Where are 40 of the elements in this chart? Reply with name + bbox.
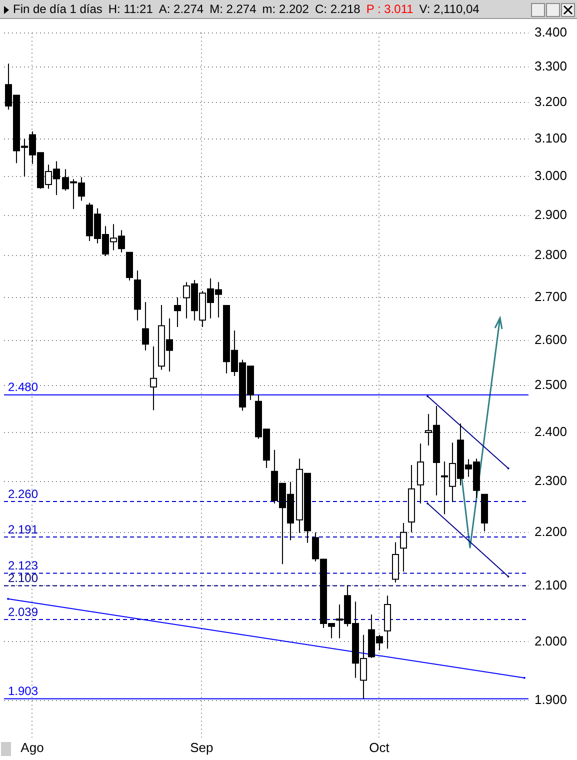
candlestick xyxy=(312,532,319,562)
ref-line-label: 2.100 xyxy=(8,571,38,586)
y-tick-label: 3.300 xyxy=(534,58,568,74)
ref-line-label: 2.123 xyxy=(8,558,38,573)
y-tick-label: 2.300 xyxy=(534,472,568,488)
y-tick-label: 3.000 xyxy=(534,168,568,184)
y-tick-label: 3.200 xyxy=(534,94,568,109)
y-tick-label: 2.200 xyxy=(534,524,568,539)
text: P : 3.011 xyxy=(366,2,414,16)
ref-line-label: 1.903 xyxy=(8,684,38,698)
text: M: 2.274 xyxy=(210,2,256,16)
y-tick-label: 3.400 xyxy=(534,24,568,40)
ref-line-label: 2.480 xyxy=(8,380,38,394)
y-tick-label: 3.100 xyxy=(534,130,568,146)
y-tick-label: 2.700 xyxy=(534,288,568,304)
x-tick-label: Sep xyxy=(190,740,214,755)
candlestick xyxy=(174,296,181,328)
ref-line-label: 2.260 xyxy=(8,486,38,501)
candlestick xyxy=(150,346,157,411)
text: m: 2.202 xyxy=(262,2,309,16)
text: V: 2,110,04 xyxy=(419,2,480,16)
candlestick xyxy=(400,522,407,572)
y-tick-label: 1.900 xyxy=(534,692,568,708)
text: A: 2.274 xyxy=(158,2,204,16)
y-tick-label: 2.500 xyxy=(534,377,568,392)
candlestick xyxy=(142,302,149,351)
chart-title: Fin de día 1 días xyxy=(13,2,102,16)
text: H: 11:21 xyxy=(108,2,153,16)
y-tick-label: 2.100 xyxy=(534,577,568,592)
text: C: 2.218 xyxy=(314,2,360,16)
y-tick-label: 2.900 xyxy=(534,206,568,222)
y-tick-label: 2.800 xyxy=(534,247,568,262)
y-tick-label: 2.400 xyxy=(534,424,568,440)
x-tick-label: Oct xyxy=(369,740,390,755)
x-tick-label: Ago xyxy=(20,740,44,755)
ref-line-label: 2.039 xyxy=(8,604,38,619)
ref-line-label: 2.191 xyxy=(8,522,38,536)
y-tick-label: 2.000 xyxy=(534,633,568,648)
candlestick xyxy=(417,443,424,504)
y-tick-label: 2.600 xyxy=(534,332,568,348)
